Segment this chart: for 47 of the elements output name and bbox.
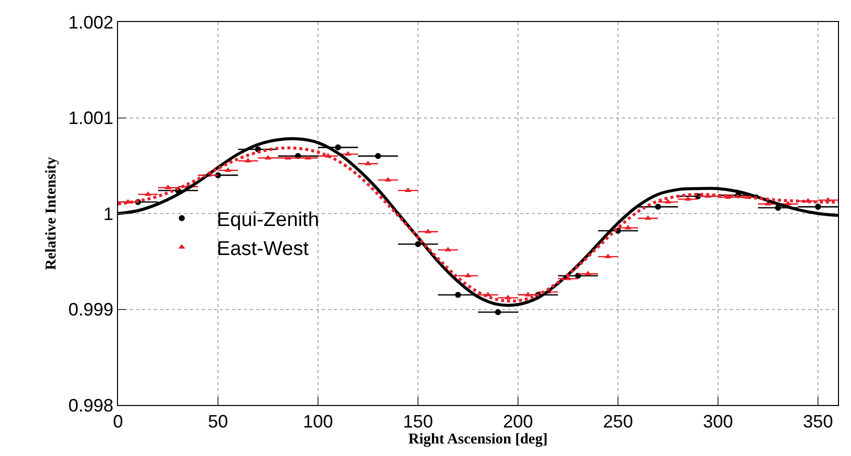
point <box>404 188 412 192</box>
y-tick-label: 0.998 <box>68 395 114 416</box>
point <box>495 309 501 316</box>
point <box>144 191 152 196</box>
point <box>524 292 532 296</box>
x-tick-label: 150 <box>402 412 434 432</box>
point <box>644 215 652 220</box>
point <box>684 196 692 201</box>
point <box>455 292 461 298</box>
point <box>624 224 632 230</box>
point <box>244 158 252 162</box>
point <box>364 160 372 166</box>
legend-label: Equi-Zenith <box>216 208 320 231</box>
x-tick-label: 50 <box>208 412 228 432</box>
point <box>444 246 452 252</box>
point <box>344 151 352 156</box>
y-tick-label: 0.999 <box>68 300 114 320</box>
point <box>764 200 772 206</box>
point <box>664 199 672 204</box>
point <box>384 176 392 182</box>
point <box>224 167 232 172</box>
x-tick-label: 300 <box>702 412 734 432</box>
point <box>415 241 421 248</box>
x-tick-label: 100 <box>302 412 334 432</box>
x-tick-label: 0 <box>112 412 124 432</box>
point <box>424 228 432 234</box>
y-axis-title: Relative Intensity <box>44 156 60 270</box>
point <box>304 154 312 160</box>
x-tick-label: 200 <box>502 412 534 432</box>
point <box>815 204 821 210</box>
point <box>464 272 472 278</box>
x-tick-label: 250 <box>602 412 634 432</box>
legend-label: East-West <box>216 238 310 260</box>
point <box>584 270 592 276</box>
point <box>504 294 512 300</box>
point <box>375 153 381 160</box>
point <box>655 204 661 210</box>
y-tick-label: 1.002 <box>68 12 114 32</box>
x-axis-title: Right Ascension [deg] <box>408 432 548 448</box>
point <box>164 184 172 190</box>
point <box>335 144 341 150</box>
y-tick-label: 1 <box>103 204 114 224</box>
x-tick-label: 350 <box>802 412 834 432</box>
point <box>264 154 272 160</box>
point <box>284 154 292 160</box>
y-tick-label: 1.001 <box>68 108 114 128</box>
point <box>604 254 612 258</box>
